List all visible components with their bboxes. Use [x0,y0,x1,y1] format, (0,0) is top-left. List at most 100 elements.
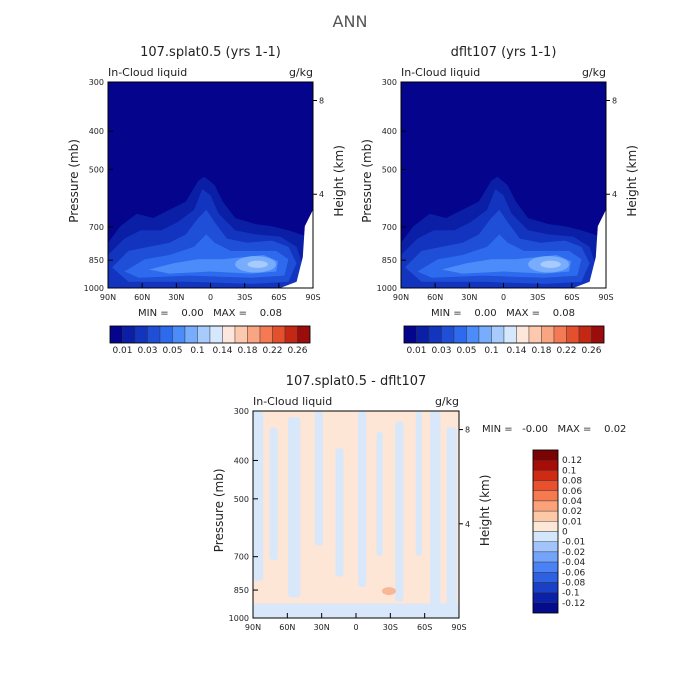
panel-1: Pressure (mb) Height (km) [360,81,639,289]
colorbar-frame [532,449,559,614]
variable-label: In-Cloud liquid [253,395,332,408]
colorbar-swatch [428,325,442,344]
colorbar-label: 0.05 [456,346,476,356]
colorbar-label: 0.01 [562,517,582,527]
y-tick-label: 300 [382,78,397,87]
colorbar-swatch [532,470,559,481]
x-tick-label: 60N [134,293,150,302]
colorbar-label: 0.1 [190,346,204,356]
diff-positive-max [381,587,396,596]
panel-title: dflt107 (yrs 1-1) [451,45,557,60]
colorbar-label: -0.12 [562,599,585,609]
diff-negative-region [376,431,383,556]
colorbar-label: 0.18 [237,346,257,356]
units-label: g/kg [435,395,459,408]
x-tick-label: 90N [100,293,116,302]
colorbar-swatch [184,325,198,344]
colorbar-swatch [532,480,559,491]
y-axis-label: Pressure (mb) [212,468,226,552]
y-tick-label: 500 [234,495,249,504]
colorbar-swatch [297,325,311,344]
x-tick-label: 0 [501,293,506,302]
diff-negative-region [288,417,301,598]
diff-background [253,411,459,618]
x-tick-label: 30S [383,623,398,632]
colorbar-swatch [528,325,542,344]
colorbar-label: 0.22 [556,346,576,356]
colorbar-swatch [159,325,173,344]
colorbar-swatch [532,459,559,471]
diff-negative-region [446,427,457,608]
colorbar-swatch [532,561,559,573]
colorbar-swatch [478,325,492,344]
colorbar-swatch [234,325,248,344]
colorbar-label: 0.1 [562,466,576,476]
y2-tick-label: 4 [465,520,470,529]
diff-negative-region [314,411,324,546]
colorbar-swatch [259,325,273,344]
colorbar-swatch [532,602,559,614]
x-tick-label: 60N [279,623,295,632]
terrain-mask [280,209,313,288]
diff-negative-region [395,421,404,602]
y-tick-label: 850 [89,256,104,265]
y2-tick-label: 4 [612,190,617,199]
x-tick-label: 60S [271,293,286,302]
colorbar-label: 0.26 [581,346,601,356]
colorbar-label: 0.06 [562,487,582,497]
colorbar-label: -0.01 [562,538,585,548]
colorbar-swatch [591,325,605,344]
stats-text: MIN = 0.00 MAX = 0.08 [431,308,575,319]
x-tick-label: 0 [353,623,358,632]
colorbar-label: -0.1 [562,589,580,599]
x-tick-label: 30N [168,293,184,302]
colorbar-swatch [441,325,455,344]
colorbar-swatch [532,582,559,593]
panel-2: Pressure (mb) Height (km) [212,410,492,619]
colorbar-label: 0.18 [531,346,551,356]
colorbar-swatch [532,500,559,512]
y-tick-label: 500 [382,165,397,174]
colorbar-label: -0.04 [562,558,586,568]
colorbar-swatch [222,325,236,344]
diff-negative-region [253,411,264,581]
colorbar-swatch [532,592,559,604]
y-tick-label: 400 [382,127,397,136]
y-tick-label: 700 [234,553,249,562]
colorbar-swatch [566,325,580,344]
colorbar-label: 0.22 [262,346,282,356]
colorbar-swatch [466,325,480,344]
y-tick-label: 300 [89,78,104,87]
figure-title: ANN [332,12,368,31]
diff-negative-region [269,427,278,561]
y-tick-label: 500 [89,165,104,174]
x-tick-label: 90S [598,293,613,302]
x-tick-label: 30N [314,623,330,632]
panel-title: 107.splat0.5 (yrs 1-1) [140,45,281,60]
colorbar-swatch [197,325,211,344]
colorbar-label: 0.03 [137,346,157,356]
colorbar-swatch [578,325,592,344]
stats-text: MIN = 0.00 MAX = 0.08 [138,308,282,319]
colorbar-swatch [134,325,148,344]
x-tick-label: 90S [305,293,320,302]
diff-negative-region [253,603,459,618]
colorbar-label: 0.26 [287,346,307,356]
colorbar-label: 0.01 [406,346,426,356]
units-label: g/kg [582,66,606,79]
colorbar-swatch [272,325,286,344]
colorbar-label: -0.08 [562,578,586,588]
diff-negative-region [335,448,344,577]
diff-negative-region [430,411,441,618]
colorbar-swatch [172,325,186,344]
colorbar-frame [403,325,605,344]
y-tick-label: 1000 [84,284,104,293]
colorbar-swatch [516,325,530,344]
y-tick-label: 850 [234,586,249,595]
y-tick-label: 1000 [377,284,397,293]
y-tick-label: 850 [382,256,397,265]
contour-level-7 [247,260,268,269]
colorbar-frame [109,325,311,344]
y-tick-label: 700 [382,223,397,232]
colorbar-label: 0.14 [212,346,232,356]
